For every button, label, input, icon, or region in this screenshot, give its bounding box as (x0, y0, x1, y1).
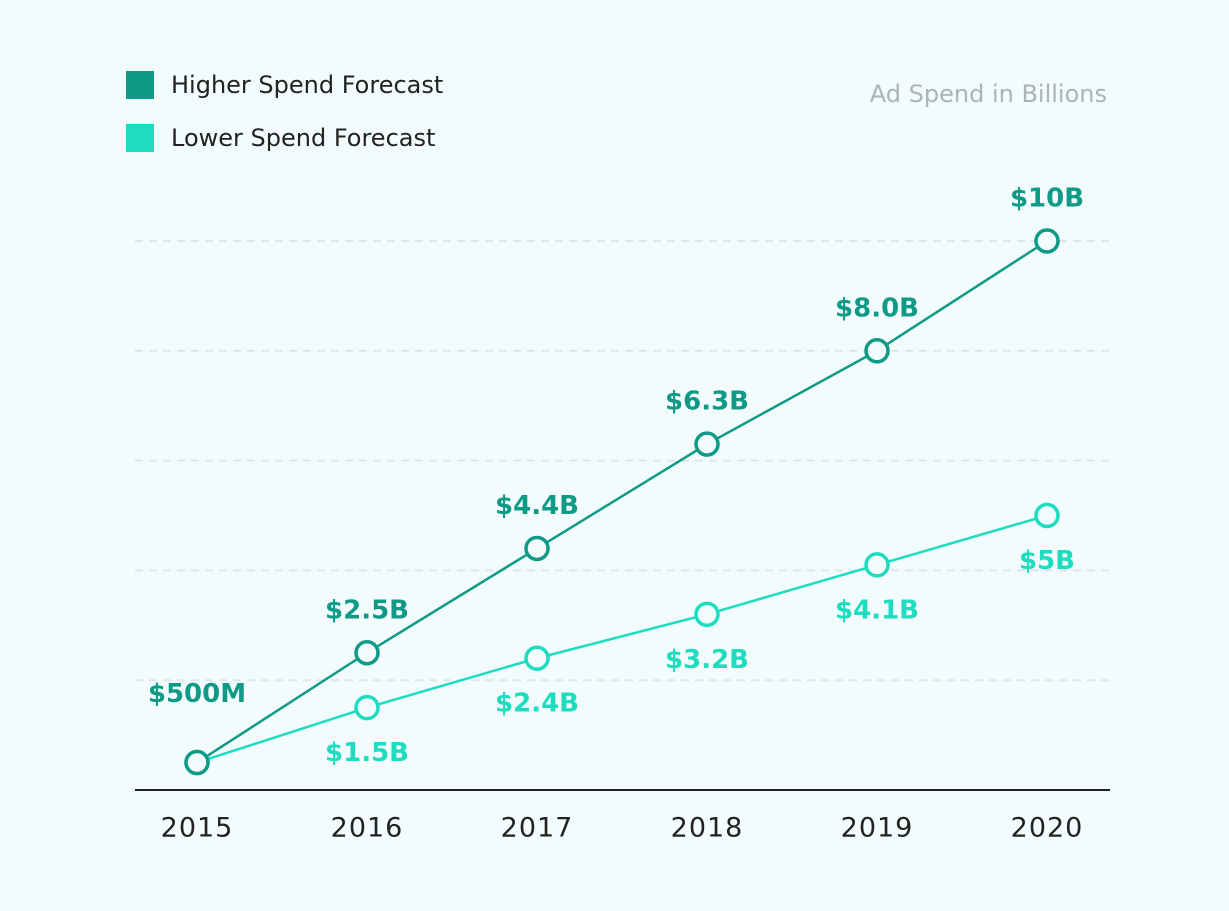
data-point (354, 694, 380, 721)
legend-swatch (126, 124, 154, 152)
data-point (184, 749, 210, 776)
x-tick-label: 2020 (1011, 813, 1084, 844)
data-point (1034, 502, 1060, 529)
data-label: $4.4B (495, 491, 579, 521)
data-label: $500M (148, 679, 246, 709)
axis-label: Ad Spend in Billions (870, 80, 1107, 108)
data-point (524, 535, 550, 562)
data-point (864, 338, 890, 364)
data-label: $3.2B (665, 645, 749, 675)
data-point (354, 640, 380, 666)
x-tick-label: 2015 (161, 813, 234, 844)
x-tick-label: 2019 (841, 813, 914, 844)
data-label: $4.1B (835, 595, 919, 625)
data-point (524, 645, 550, 671)
x-tick-label: 2016 (331, 813, 404, 844)
legend-label: Higher Spend Forecast (171, 71, 443, 99)
data-label: $8.0B (835, 293, 919, 323)
legend-label: Lower Spend Forecast (171, 124, 435, 152)
data-point (864, 552, 890, 578)
x-tick-label: 2017 (501, 813, 574, 844)
data-point (694, 601, 720, 628)
series-line (196, 514, 1048, 764)
data-point (1034, 228, 1060, 254)
data-label: $6.3B (665, 387, 749, 417)
data-label: $2.5B (325, 595, 409, 625)
data-label: $1.5B (325, 738, 409, 768)
legend-swatch (126, 71, 154, 99)
x-tick-label: 2018 (671, 813, 744, 844)
data-point (694, 431, 720, 457)
series-line (196, 239, 1048, 764)
data-label: $10B (1010, 184, 1084, 214)
data-label: $2.4B (495, 689, 579, 719)
data-label: $5B (1019, 546, 1075, 576)
